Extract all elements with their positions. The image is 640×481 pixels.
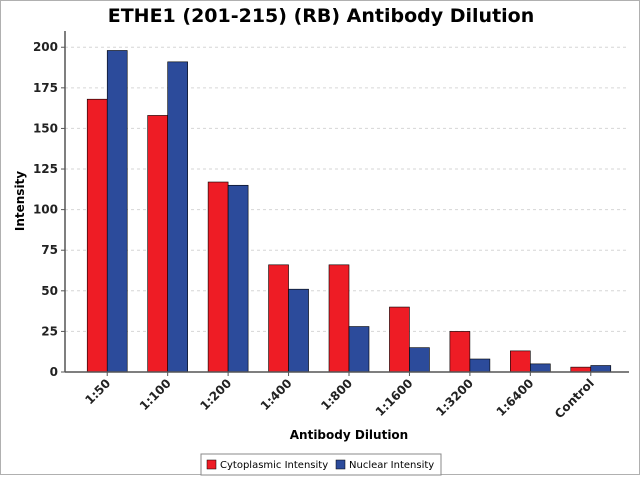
x-tick-label: 1:800 bbox=[318, 376, 355, 413]
bar-nuclear-Control bbox=[590, 365, 612, 373]
bar-cytoplasmic-1:1600 bbox=[389, 306, 410, 373]
y-tick-label: 200 bbox=[33, 40, 58, 54]
bar-nuclear-1:1600 bbox=[409, 347, 430, 373]
bar-nuclear-1:200 bbox=[227, 184, 249, 373]
bar-nuclear-1:3200 bbox=[469, 358, 491, 373]
y-tick-label: 175 bbox=[33, 81, 58, 95]
bar-cytoplasmic-1:800 bbox=[328, 264, 350, 373]
bar-cytoplasmic-1:100 bbox=[147, 115, 168, 373]
x-tick-label: 1:50 bbox=[82, 376, 113, 407]
legend-label-cytoplasmic: Cytoplasmic Intensity bbox=[220, 460, 328, 471]
y-tick-label: 0 bbox=[50, 365, 58, 379]
x-tick-label: 1:100 bbox=[137, 376, 174, 413]
legend-swatch-nuclear bbox=[335, 459, 346, 470]
legend-swatch-cytoplasmic bbox=[206, 459, 217, 470]
y-tick-label: 150 bbox=[33, 121, 58, 135]
y-tick-label: 75 bbox=[41, 243, 58, 257]
x-axis-ticks: 1:50 1:100 1:200 1:400 1:800 1:1600 1:3200 1:64… bbox=[82, 372, 597, 421]
x-tick-label: 1:400 bbox=[258, 376, 295, 413]
x-tick-label: Control bbox=[552, 376, 597, 421]
y-tick-label: 100 bbox=[33, 203, 58, 217]
y-tick-label: 50 bbox=[41, 284, 58, 298]
bar-nuclear-1:100 bbox=[167, 61, 188, 373]
x-tick-label: 1:1600 bbox=[373, 376, 416, 419]
x-axis-label: Antibody Dilution bbox=[290, 428, 408, 442]
bar-nuclear-1:50 bbox=[106, 50, 128, 373]
x-tick-label: 1:6400 bbox=[494, 376, 537, 419]
y-axis-ticks: 0 25 50 75 100 125 150 175 200 bbox=[33, 40, 65, 379]
bar-cytoplasmic-1:200 bbox=[207, 181, 229, 373]
bar-cytoplasmic-1:3200 bbox=[449, 331, 471, 373]
bar-nuclear-1:400 bbox=[288, 288, 309, 373]
y-tick-label: 25 bbox=[41, 324, 58, 338]
x-tick-label: 1:3200 bbox=[433, 376, 476, 419]
x-tick-label: 1:200 bbox=[197, 376, 234, 413]
legend: Cytoplasmic Intensity Nuclear Intensity bbox=[200, 453, 442, 476]
bar-cytoplasmic-1:50 bbox=[86, 98, 108, 373]
y-tick-label: 125 bbox=[33, 162, 58, 176]
y-axis-label: Intensity bbox=[13, 171, 27, 231]
bar-nuclear-1:800 bbox=[348, 326, 370, 373]
legend-label-nuclear: Nuclear Intensity bbox=[349, 460, 434, 471]
bar-nuclear-1:6400 bbox=[530, 363, 551, 373]
bar-cytoplasmic-1:6400 bbox=[510, 350, 531, 373]
bar-cytoplasmic-1:400 bbox=[268, 264, 289, 373]
bars bbox=[86, 50, 612, 373]
chart-title: ETHE1 (201-215) (RB) Antibody Dilution bbox=[108, 5, 535, 27]
